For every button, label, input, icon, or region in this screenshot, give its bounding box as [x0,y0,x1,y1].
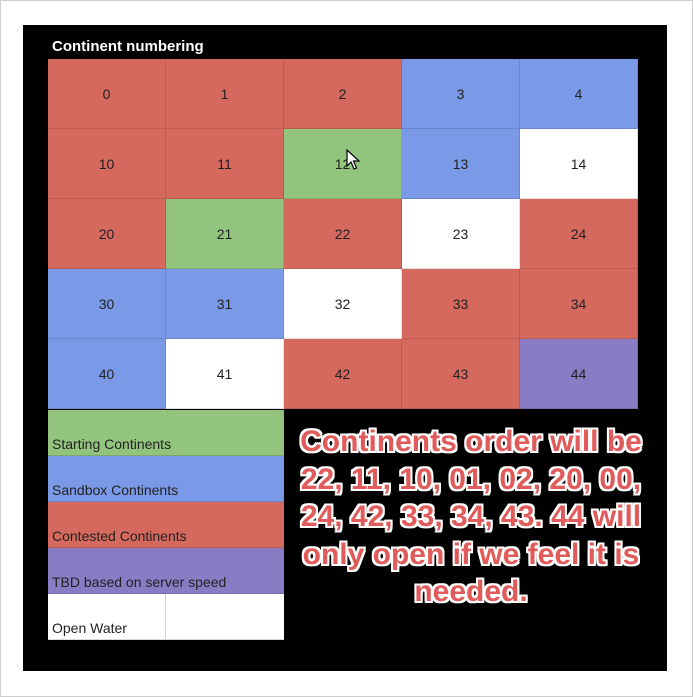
continent-cell[interactable]: 22 [284,199,402,269]
legend-item-open-water: Open Water [48,594,284,640]
continent-cell[interactable]: 42 [284,339,402,409]
continent-cell[interactable]: 43 [402,339,520,409]
continent-cell[interactable]: 20 [48,199,166,269]
continent-cell[interactable]: 32 [284,269,402,339]
continent-cell[interactable]: 41 [166,339,284,409]
legend-item-starting: Starting Continents [48,410,284,456]
continent-cell[interactable]: 30 [48,269,166,339]
legend: Starting Continents Sandbox Continents Con… [48,410,284,640]
continent-cell[interactable]: 10 [48,129,166,199]
continent-cell[interactable]: 0 [48,59,166,129]
legend-label: TBD based on server speed [52,574,227,590]
continent-cell[interactable]: 11 [166,129,284,199]
legend-item-sandbox: Sandbox Continents [48,456,284,502]
continent-grid: 0 1 2 3 4 10 11 12 13 14 20 21 22 23 24 30 31 32 33 34 40 41 4… [48,59,638,409]
continent-cell[interactable]: 4 [520,59,638,129]
spreadsheet-area: Continent numbering 0 1 2 3 4 10 11 12 13 14 20 21 2… [23,25,667,671]
continent-cell[interactable]: 23 [402,199,520,269]
continent-cell[interactable]: 3 [402,59,520,129]
legend-label: Starting Continents [52,436,172,452]
continent-cell[interactable]: 12 [284,129,402,199]
legend-label: Sandbox Continents [52,482,179,498]
continent-cell[interactable]: 34 [520,269,638,339]
sheet-title: Continent numbering [52,38,204,55]
continent-cell[interactable]: 1 [166,59,284,129]
legend-label: Open Water [52,620,127,636]
legend-label: Contested Continents [52,528,187,544]
mouse-cursor-icon [346,149,360,170]
continent-cell[interactable]: 24 [520,199,638,269]
continent-cell[interactable]: 13 [402,129,520,199]
continent-cell[interactable]: 21 [166,199,284,269]
continent-cell[interactable]: 2 [284,59,402,129]
continent-cell[interactable]: 44 [520,339,638,409]
continents-order-note: Continents order will be 22, 11, 10, 01,… [300,425,642,608]
cell-divider [165,594,166,639]
legend-item-contested: Contested Continents [48,502,284,548]
continent-cell[interactable]: 40 [48,339,166,409]
continent-cell[interactable]: 33 [402,269,520,339]
continent-cell[interactable]: 14 [520,129,638,199]
continent-cell[interactable]: 31 [166,269,284,339]
legend-item-tbd: TBD based on server speed [48,548,284,594]
